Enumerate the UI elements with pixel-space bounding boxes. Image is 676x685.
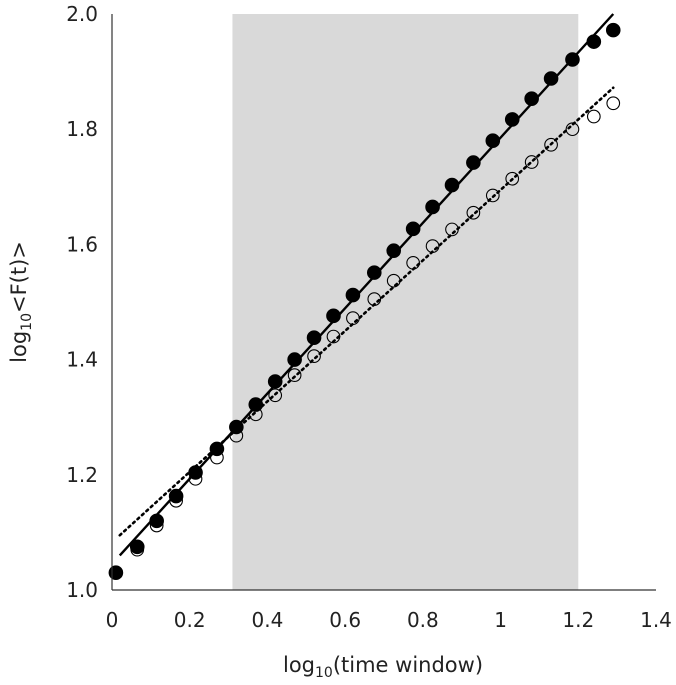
x-axis-title: log10(time window) [283, 653, 483, 681]
filled-data-point [149, 513, 164, 529]
filled-data-point [326, 308, 341, 324]
open-data-point [188, 471, 203, 486]
filled-data-point [504, 112, 520, 127]
open-data-point [606, 96, 621, 111]
x-tick-label: 1 [494, 608, 507, 632]
dotted-fit-line [118, 86, 615, 537]
open-data-point [544, 137, 558, 152]
open-data-point [386, 273, 401, 288]
filled-data-point [444, 177, 460, 193]
open-data-point [524, 155, 539, 169]
x-axis-title-prefix: log [283, 653, 315, 677]
filled-data-point [248, 397, 264, 412]
x-tick-label: 1.4 [640, 608, 672, 632]
open-data-point [248, 407, 263, 422]
filled-data-point [485, 133, 501, 149]
x-tick-labels: 0 0.2 0.4 0.6 0.8 1 1.2 1.4 [106, 608, 672, 632]
open-data-point [307, 349, 321, 363]
open-data-point [425, 239, 440, 253]
filled-data-point [405, 221, 421, 237]
open-data-point [229, 428, 244, 443]
filled-data-point [386, 243, 402, 259]
x-tick-label: 0 [106, 608, 119, 632]
open-data-point [406, 255, 420, 270]
filled-data-point [565, 52, 580, 67]
y-axis-title-prefix: log [7, 331, 31, 363]
y-tick-label: 1.4 [66, 348, 98, 372]
filled-data-point [129, 539, 145, 555]
open-data-point [287, 368, 302, 383]
open-data-point [268, 388, 283, 403]
open-data-point [210, 450, 224, 465]
open-data-point [466, 205, 481, 220]
shaded-region [232, 14, 579, 590]
data-series [108, 22, 621, 581]
filled-data-point [345, 287, 361, 303]
open-data-point [130, 542, 145, 557]
open-data-point [565, 122, 580, 137]
x-tick-label: 0.8 [407, 608, 439, 632]
open-data-point [149, 518, 164, 533]
filled-data-point [168, 488, 184, 504]
y-axis-title-suffix: <F(t)> [7, 241, 31, 313]
filled-data-point [366, 265, 382, 280]
filled-data-point [466, 155, 481, 170]
y-axis-title-sub: 10 [19, 313, 35, 331]
open-data-point [326, 329, 341, 344]
open-data-point [367, 292, 382, 306]
y-tick-label: 1.0 [66, 578, 98, 602]
x-tick-label: 0.4 [252, 608, 284, 632]
open-data-point [445, 222, 459, 237]
open-data-point [346, 311, 360, 325]
filled-data-point [586, 34, 602, 49]
filled-data-point [605, 22, 621, 38]
x-tick-label: 0.6 [329, 608, 361, 632]
filled-data-point [267, 374, 283, 389]
x-tick-label: 1.2 [562, 608, 594, 632]
y-tick-label: 1.8 [66, 117, 98, 141]
open-data-point [169, 493, 183, 508]
open-data-point [485, 188, 500, 203]
y-tick-label: 1.2 [66, 463, 98, 487]
filled-data-point [287, 352, 302, 367]
y-tick-label: 1.6 [66, 232, 98, 256]
y-tick-label: 2.0 [66, 2, 98, 26]
y-axis-title: log10<F(t)> [7, 241, 35, 363]
filled-data-point [306, 330, 322, 346]
y-tick-labels: 1.0 1.2 1.4 1.6 1.8 2.0 [66, 2, 98, 602]
x-tick-label: 0.2 [174, 608, 206, 632]
x-axis-title-suffix: (time window) [333, 653, 483, 677]
open-data-point [505, 171, 520, 186]
open-data-point [586, 109, 601, 124]
filled-data-point [108, 565, 124, 581]
filled-data-point [543, 71, 559, 86]
x-axis-title-sub: 10 [315, 665, 333, 681]
filled-data-point [425, 199, 440, 215]
filled-data-point [524, 91, 539, 106]
